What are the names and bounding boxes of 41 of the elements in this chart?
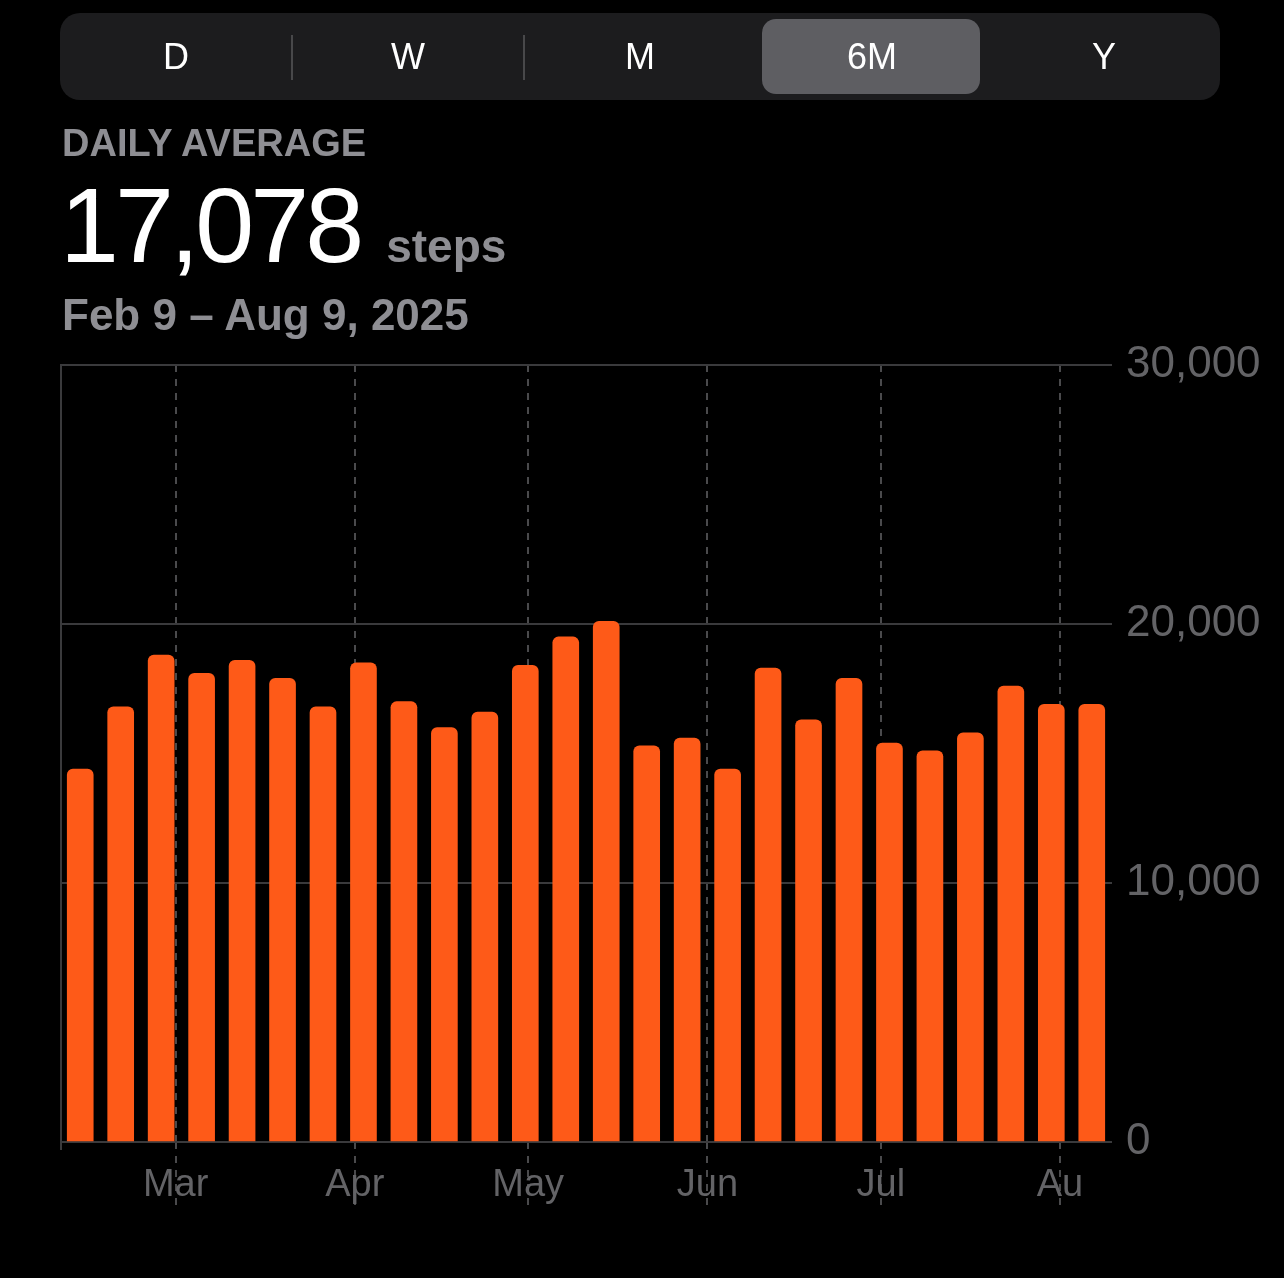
x-tick-label: May bbox=[492, 1162, 565, 1205]
chart-title: DAILY AVERAGE bbox=[62, 122, 367, 164]
chart-subtitle: Feb 9 – Aug 9, 2025 bbox=[62, 290, 469, 339]
bar bbox=[188, 672, 215, 1142]
bar bbox=[714, 768, 741, 1142]
bar bbox=[876, 742, 903, 1142]
bar bbox=[997, 685, 1025, 1142]
x-tick-label: Apr bbox=[325, 1162, 385, 1205]
bar bbox=[957, 732, 984, 1142]
segmented-control: D W M 6M Y bbox=[60, 13, 1220, 100]
bar bbox=[754, 667, 782, 1142]
bar bbox=[835, 678, 863, 1142]
text: 17,078 bbox=[60, 166, 361, 284]
bar bbox=[633, 745, 661, 1142]
bar bbox=[350, 662, 377, 1142]
bar bbox=[1037, 703, 1065, 1142]
bar bbox=[269, 678, 296, 1142]
y-tick-label: 0 bbox=[1126, 1114, 1151, 1164]
bar bbox=[309, 706, 337, 1142]
bar bbox=[66, 768, 94, 1142]
bar bbox=[916, 750, 944, 1142]
bar bbox=[471, 711, 499, 1142]
y-tick-label: 10,000 bbox=[1126, 855, 1261, 905]
x-tick-label: Jun bbox=[676, 1162, 739, 1205]
bar bbox=[147, 654, 175, 1142]
y-tick-label: 20,000 bbox=[1126, 596, 1261, 646]
y-tick-label: 30,000 bbox=[1126, 337, 1261, 387]
x-tick-label: Jul bbox=[856, 1162, 906, 1205]
bar bbox=[552, 636, 580, 1142]
bar bbox=[431, 727, 458, 1142]
bar bbox=[390, 701, 418, 1142]
bar bbox=[228, 659, 256, 1142]
bar bbox=[107, 706, 135, 1142]
x-tick-label: Au bbox=[1036, 1162, 1084, 1205]
x-tick-label: Mar bbox=[142, 1162, 209, 1205]
bar bbox=[1078, 703, 1106, 1142]
bar bbox=[673, 737, 701, 1142]
bar bbox=[511, 665, 539, 1142]
text: steps bbox=[386, 220, 507, 272]
bar bbox=[592, 621, 620, 1142]
bar bbox=[795, 719, 822, 1142]
